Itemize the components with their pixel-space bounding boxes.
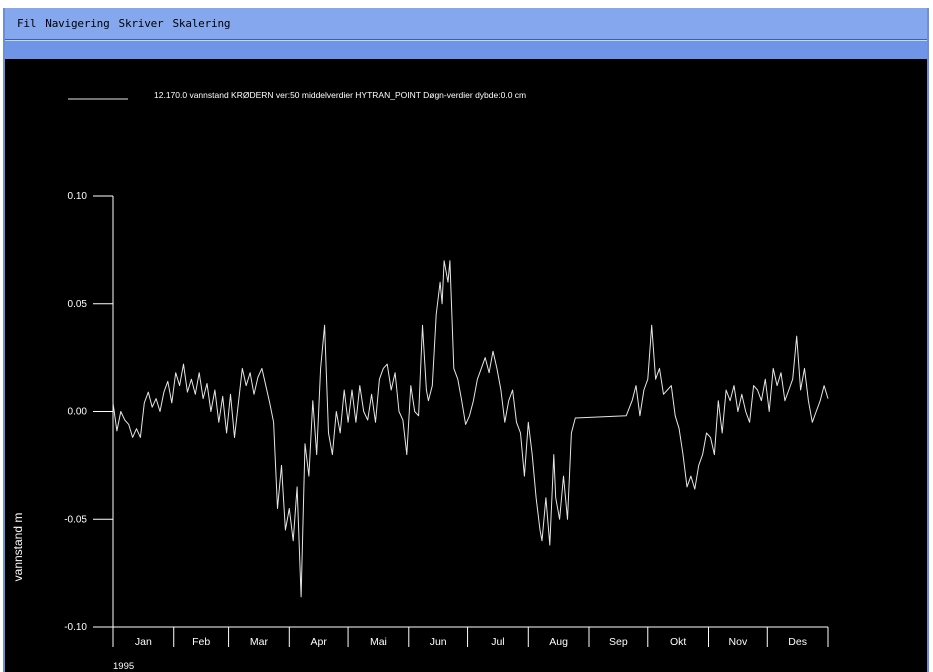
year-label: 1995: [113, 661, 134, 672]
x-tick-label: Okt: [670, 636, 686, 648]
x-tick-label: Jun: [430, 636, 447, 648]
y-tick-label: 0.05: [68, 299, 88, 310]
x-tick-label: Des: [788, 636, 807, 648]
x-tick-label: Jan: [135, 636, 152, 648]
x-tick-label: Nov: [729, 636, 748, 648]
series-line: [112, 260, 829, 598]
menu-navigering[interactable]: Navigering: [45, 17, 110, 30]
legend-label: 12.170.0 vannstand KRØDERN ver:50 middel…: [154, 90, 526, 100]
x-tick-label: Aug: [549, 636, 568, 648]
y-tick-label: -0.05: [64, 514, 87, 525]
axes: vannstand m: [11, 196, 828, 628]
x-tick-label: Apr: [311, 636, 328, 648]
x-axis-ticks: Jan Feb Mar Apr Mai Jun Jul Aug Sep Okt Nov Des 1995: [112, 627, 829, 672]
menu-bar: Fil Navigering Skriver Skalering: [5, 8, 927, 40]
menu-bar-shadow: [5, 40, 927, 41]
y-tick-label: 0.10: [68, 191, 88, 202]
menu-fil[interactable]: Fil: [17, 17, 37, 30]
legend: 12.170.0 vannstand KRØDERN ver:50 middel…: [68, 90, 526, 100]
y-axis-ticks: 0.10 0.05 0.00 -0.05 -0.10: [64, 191, 113, 633]
time-series-chart[interactable]: 12.170.0 vannstand KRØDERN ver:50 middel…: [5, 59, 927, 672]
application-window: Fil Navigering Skriver Skalering 12.170.…: [3, 8, 929, 672]
x-tick-label: Mar: [250, 636, 269, 648]
menu-skriver[interactable]: Skriver: [118, 17, 164, 30]
toolbar-strip: [5, 41, 927, 59]
menu-skalering[interactable]: Skalering: [172, 17, 231, 30]
x-tick-label: Feb: [192, 636, 210, 648]
x-tick-label: Jul: [491, 636, 504, 648]
x-tick-label: Mai: [370, 636, 387, 648]
y-tick-label: 0.00: [68, 407, 88, 418]
series: [112, 260, 829, 598]
x-tick-label: Sep: [609, 636, 628, 648]
y-axis-label: vannstand m: [11, 513, 25, 582]
y-tick-label: -0.10: [64, 622, 87, 633]
